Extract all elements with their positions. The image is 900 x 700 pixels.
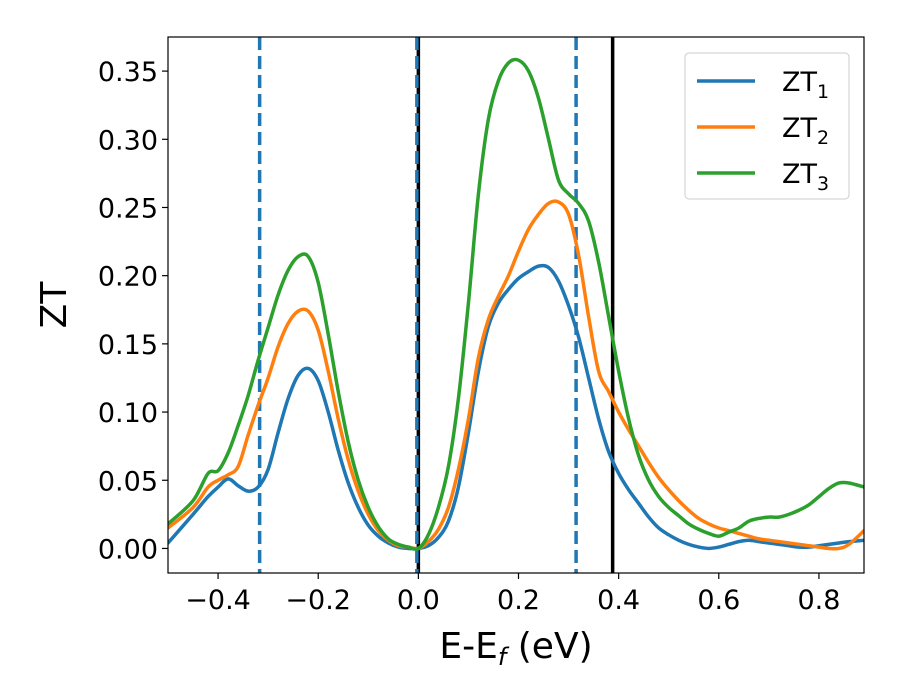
y-axis-label: ZT bbox=[34, 281, 75, 329]
x-axis-ticks: −0.4 −0.2 0.0 0.2 0.4 0.6 0.8 bbox=[185, 573, 840, 616]
y-tick-label: 0.00 bbox=[98, 534, 158, 565]
series-line-zt2 bbox=[168, 199, 864, 551]
vertical-reference-lines bbox=[257, 37, 615, 573]
y-tick-label: 0.30 bbox=[98, 125, 158, 156]
y-axis-ticks: 0.00 0.05 0.10 0.15 0.20 0.25 0.30 0.35 bbox=[98, 57, 168, 565]
series-lines bbox=[168, 57, 864, 551]
series-line-zt1 bbox=[168, 263, 864, 551]
x-tick-label: 0.0 bbox=[397, 585, 440, 616]
plot-frame bbox=[167, 36, 865, 574]
x-tick-label: 0.4 bbox=[597, 585, 640, 616]
legend-box bbox=[684, 52, 850, 200]
y-tick-label: 0.35 bbox=[98, 57, 158, 88]
y-tick-label: 0.10 bbox=[98, 398, 158, 429]
x-tick-label: −0.2 bbox=[285, 585, 351, 616]
y-tick-label: 0.20 bbox=[98, 262, 158, 293]
legend-label-zt3: ZT3 bbox=[782, 159, 829, 195]
y-tick-label: 0.15 bbox=[98, 330, 158, 361]
x-tick-label: 0.2 bbox=[497, 585, 540, 616]
x-tick-label: −0.4 bbox=[185, 585, 251, 616]
x-tick-label: 0.8 bbox=[797, 585, 840, 616]
y-tick-label: 0.25 bbox=[98, 193, 158, 224]
x-tick-label: 0.6 bbox=[697, 585, 740, 616]
legend-label-zt1: ZT1 bbox=[782, 67, 829, 103]
legend: ZT1 ZT2 ZT3 bbox=[684, 52, 850, 200]
y-tick-label: 0.05 bbox=[98, 466, 158, 497]
legend-label-zt2: ZT2 bbox=[782, 113, 829, 149]
x-axis-label: E-Ef (eV) bbox=[439, 626, 592, 671]
series-line-zt3 bbox=[168, 57, 864, 551]
